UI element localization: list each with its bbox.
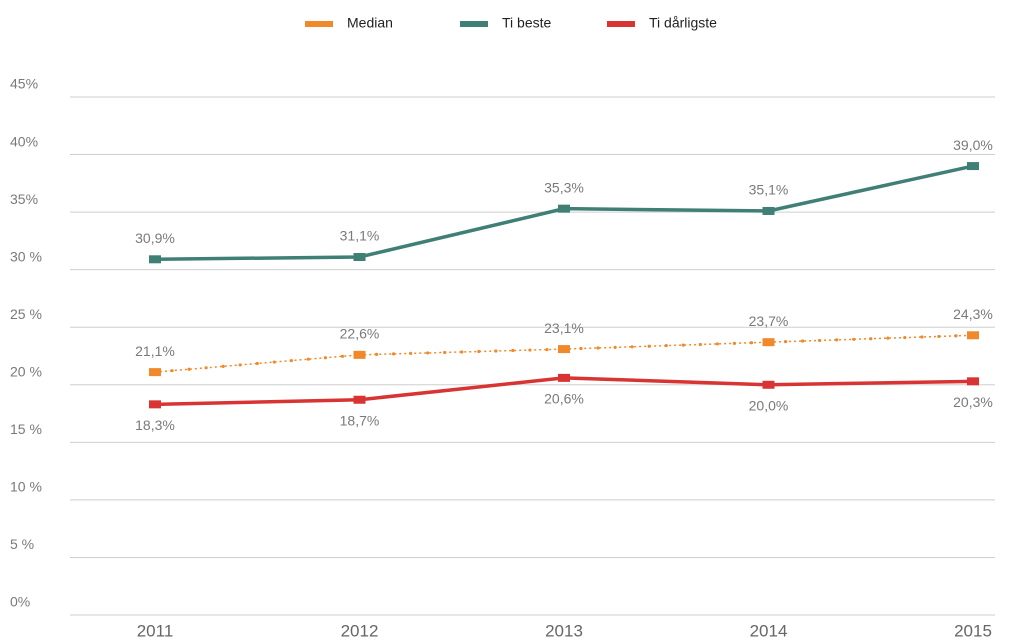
line-dot — [391, 352, 396, 356]
point-marker — [558, 345, 570, 354]
line-dot — [170, 369, 174, 373]
line-dot — [800, 339, 805, 343]
line-dot — [528, 348, 532, 352]
line-dot — [715, 342, 719, 346]
y-tick-label: 40% — [10, 133, 38, 149]
line-dot — [238, 363, 242, 367]
value-label: 23,7% — [749, 313, 789, 329]
line-dot — [869, 337, 873, 341]
line-dot — [903, 335, 907, 340]
x-tick-label: 2014 — [750, 621, 788, 640]
value-label: 20,6% — [544, 391, 584, 407]
point-marker — [149, 400, 161, 409]
line-dot — [340, 354, 345, 358]
line-dot — [886, 336, 890, 340]
point-marker — [967, 377, 979, 386]
point-marker — [149, 255, 161, 264]
y-tick-label: 25 % — [10, 306, 42, 322]
x-tick-label: 2011 — [137, 621, 174, 640]
line-dot — [409, 351, 413, 356]
value-label: 35,1% — [749, 182, 789, 198]
y-tick-label: 15 % — [10, 421, 42, 437]
line-dot — [749, 341, 754, 345]
line-dot — [579, 346, 583, 351]
point-marker — [967, 162, 979, 171]
y-tick-label: 45% — [10, 76, 38, 92]
x-tick-label: 2013 — [545, 621, 583, 640]
y-tick-label: 20 % — [10, 363, 42, 379]
line-dot — [732, 341, 737, 345]
value-label: 35,3% — [544, 179, 584, 195]
legend-swatch — [607, 21, 635, 27]
value-label: 22,6% — [340, 326, 380, 342]
legend-swatch — [460, 21, 488, 27]
line-dot — [783, 340, 788, 344]
line-dot — [494, 349, 498, 353]
line-dot — [374, 352, 379, 356]
line-dot — [289, 359, 293, 363]
line-dot — [613, 345, 617, 349]
value-label: 20,0% — [749, 397, 789, 413]
line-dot — [664, 344, 668, 348]
line-dot — [920, 335, 924, 339]
y-tick-label: 30 % — [10, 248, 42, 264]
legend-label: Median — [347, 15, 393, 31]
point-marker — [558, 204, 570, 213]
value-label: 18,3% — [135, 417, 175, 433]
point-marker — [762, 380, 775, 389]
line-dot — [596, 346, 600, 350]
line-dot — [255, 361, 259, 366]
value-label: 21,1% — [135, 343, 175, 359]
point-marker — [967, 331, 979, 340]
line-dot — [306, 357, 310, 361]
value-label: 24,3% — [953, 306, 993, 322]
point-marker — [353, 350, 366, 359]
line-dot — [852, 337, 856, 341]
point-marker — [353, 395, 366, 404]
line-dot — [681, 343, 685, 347]
line-dot — [511, 348, 515, 353]
line-dot — [835, 338, 839, 342]
point-marker — [762, 338, 775, 347]
point-marker — [558, 373, 570, 382]
y-tick-label: 0% — [10, 594, 30, 610]
value-label: 18,7% — [340, 412, 380, 428]
line-dot — [477, 349, 481, 354]
line-dot — [630, 345, 634, 349]
value-label: 23,1% — [544, 320, 584, 336]
legend-swatch — [305, 21, 333, 27]
line-dot — [698, 342, 702, 347]
x-tick-label: 2012 — [341, 621, 379, 640]
series-line — [154, 334, 974, 373]
legend-label: Ti beste — [502, 15, 551, 31]
line-dot — [323, 356, 328, 360]
point-marker — [353, 253, 366, 262]
y-tick-label: 35% — [10, 191, 38, 207]
line-dot — [272, 360, 276, 364]
legend-label: Ti dårligste — [649, 15, 717, 31]
line-dot — [545, 347, 549, 352]
point-marker — [149, 368, 161, 377]
y-tick-label: 10 % — [10, 479, 42, 495]
line-dot — [954, 334, 958, 338]
line-dot — [818, 338, 822, 343]
value-label: 30,9% — [135, 230, 175, 246]
y-tick-label: 5 % — [10, 536, 34, 552]
line-dot — [937, 334, 941, 339]
line-dot — [647, 344, 651, 348]
line-dot — [221, 364, 225, 368]
line-dot — [426, 351, 430, 355]
point-marker — [762, 206, 775, 215]
value-label: 39,0% — [953, 137, 993, 153]
x-tick-label: 2015 — [954, 621, 992, 640]
line-dot — [187, 367, 191, 371]
line-dot — [443, 350, 447, 355]
line-dot — [204, 366, 208, 370]
value-label: 20,3% — [953, 394, 993, 410]
value-label: 31,1% — [340, 228, 380, 244]
line-dot — [460, 350, 464, 354]
